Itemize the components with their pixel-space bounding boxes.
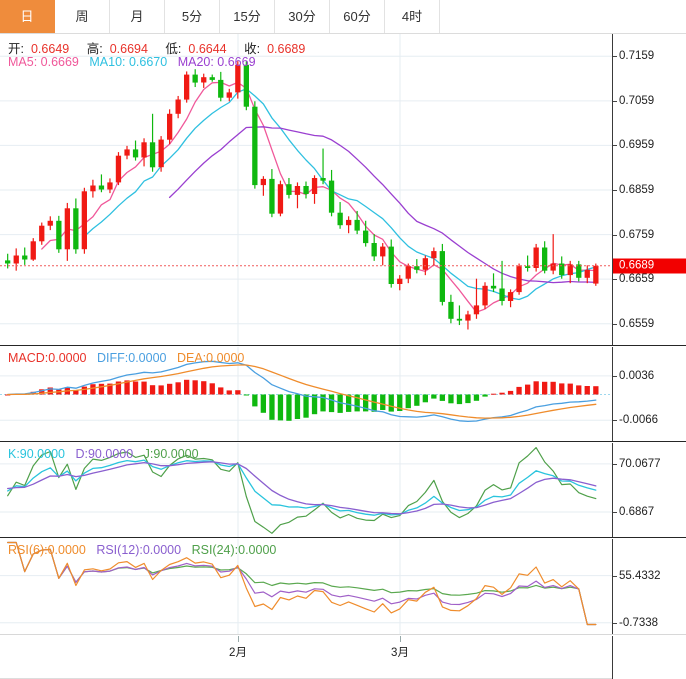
price-tick: 0.7159 <box>612 50 655 63</box>
rsi-panel[interactable]: RSI(6):0.0000 RSI(12):0.0000 RSI(24):0.0… <box>0 539 686 635</box>
rsi24-value: RSI(24):0.0000 <box>191 543 277 557</box>
ma10-value: MA10: 0.6670 <box>89 55 168 69</box>
current-price-badge: 0.6689 <box>613 258 686 274</box>
date-tick-mark <box>238 636 239 642</box>
price-panel[interactable]: 开: 0.6649 高: 0.6694 低: 0.6644 收: 0.6689 MA5:… <box>0 34 686 346</box>
kdj-tick: 0.6867 <box>612 505 655 518</box>
macd-tick: 0.0036 <box>612 369 655 382</box>
price-tick: 0.6759 <box>612 228 655 241</box>
kdj-plot-area[interactable] <box>0 443 612 537</box>
rsi-legend: RSI(6):0.0000 RSI(12):0.0000 RSI(24):0.0… <box>8 543 283 557</box>
rsi-tick: 55.4332 <box>613 569 661 582</box>
kdj-tick: 70.0677 <box>613 457 661 470</box>
price-tick: 0.6559 <box>612 317 655 330</box>
tab-month[interactable]: 月 <box>110 0 165 33</box>
rsi12-value: RSI(12):0.0000 <box>96 543 182 557</box>
ma20-value: MA20: 0.6669 <box>177 55 256 69</box>
tab-15min[interactable]: 15分 <box>220 0 275 33</box>
j-value: J:90.0000 <box>143 447 199 461</box>
date-axis-panel: 2月 3月 <box>0 636 686 679</box>
tab-day[interactable]: 日 <box>0 0 55 33</box>
rsi-y-axis: 55.4332 -0.7338 <box>612 539 686 634</box>
open-label: 开: <box>8 42 24 56</box>
kdj-legend: K:90.0000 D:90.0000 J:90.0000 <box>8 447 206 461</box>
macd-legend: MACD:0.0000 DIFF:0.0000 DEA:0.0000 <box>8 351 251 365</box>
date-axis-label: 2月 <box>229 647 247 659</box>
ohlc-legend: 开: 0.6649 高: 0.6694 低: 0.6644 收: 0.6689 <box>8 38 319 57</box>
macd-y-axis: 0.0036 -0.0066 <box>612 347 686 441</box>
rsi-tick: -0.7338 <box>612 616 659 629</box>
price-tick: 0.6859 <box>612 184 655 196</box>
kdj-svg <box>0 443 612 537</box>
ma5-value: MA5: 0.6669 <box>8 55 79 69</box>
date-axis-spacer <box>612 636 686 679</box>
dea-value: DEA:0.0000 <box>176 351 245 365</box>
high-value: 0.6694 <box>109 42 148 56</box>
low-label: 低: <box>165 42 182 56</box>
tab-week[interactable]: 周 <box>55 0 110 33</box>
kdj-panel[interactable]: K:90.0000 D:90.0000 J:90.0000 70.0677 0.6… <box>0 443 686 538</box>
price-tick: 0.6959 <box>612 139 655 152</box>
ma-legend: MA5: 0.6669 MA10: 0.6670 MA20: 0.6669 <box>8 55 263 69</box>
price-candlestick-svg <box>0 34 612 345</box>
k-value: K:90.0000 <box>8 447 65 461</box>
diff-value: DIFF:0.0000 <box>97 351 167 365</box>
tab-4hour[interactable]: 4时 <box>385 0 440 33</box>
macd-value: MACD:0.0000 <box>8 351 87 365</box>
date-tick-mark <box>400 636 401 642</box>
open-value: 0.6649 <box>30 42 70 56</box>
close-label: 收: <box>244 42 261 56</box>
macd-panel[interactable]: MACD:0.0000 DIFF:0.0000 DEA:0.0000 0.003… <box>0 347 686 442</box>
tab-5min[interactable]: 5分 <box>165 0 220 33</box>
chart-frame: 开: 0.6649 高: 0.6694 低: 0.6644 收: 0.6689 MA5:… <box>0 34 686 679</box>
date-axis-label: 3月 <box>391 647 409 659</box>
low-value: 0.6644 <box>188 42 227 56</box>
price-y-axis: 0.7159 0.7059 0.6959 0.6859 0.6759 0.6659 0.65… <box>612 34 686 345</box>
rsi6-value: RSI(6):0.0000 <box>8 543 86 557</box>
date-axis: 2月 3月 <box>0 636 612 679</box>
rsi-svg <box>0 539 612 634</box>
close-value: 0.6689 <box>267 42 306 56</box>
tab-30min[interactable]: 30分 <box>275 0 330 33</box>
macd-plot-area[interactable] <box>0 347 612 441</box>
tab-60min[interactable]: 60分 <box>330 0 385 33</box>
price-plot-area[interactable] <box>0 34 612 345</box>
rsi-plot-area[interactable] <box>0 539 612 634</box>
price-tick: 0.6659 <box>612 273 655 286</box>
high-label: 高: <box>86 42 103 56</box>
price-tick: 0.7059 <box>612 94 655 107</box>
d-value: D:90.0000 <box>75 447 134 461</box>
macd-svg <box>0 347 612 441</box>
kdj-y-axis: 70.0677 0.6867 <box>612 443 686 537</box>
macd-tick: -0.0066 <box>612 414 659 427</box>
period-tabbar: 日 周 月 5分 15分 30分 60分 4时 <box>0 0 686 34</box>
